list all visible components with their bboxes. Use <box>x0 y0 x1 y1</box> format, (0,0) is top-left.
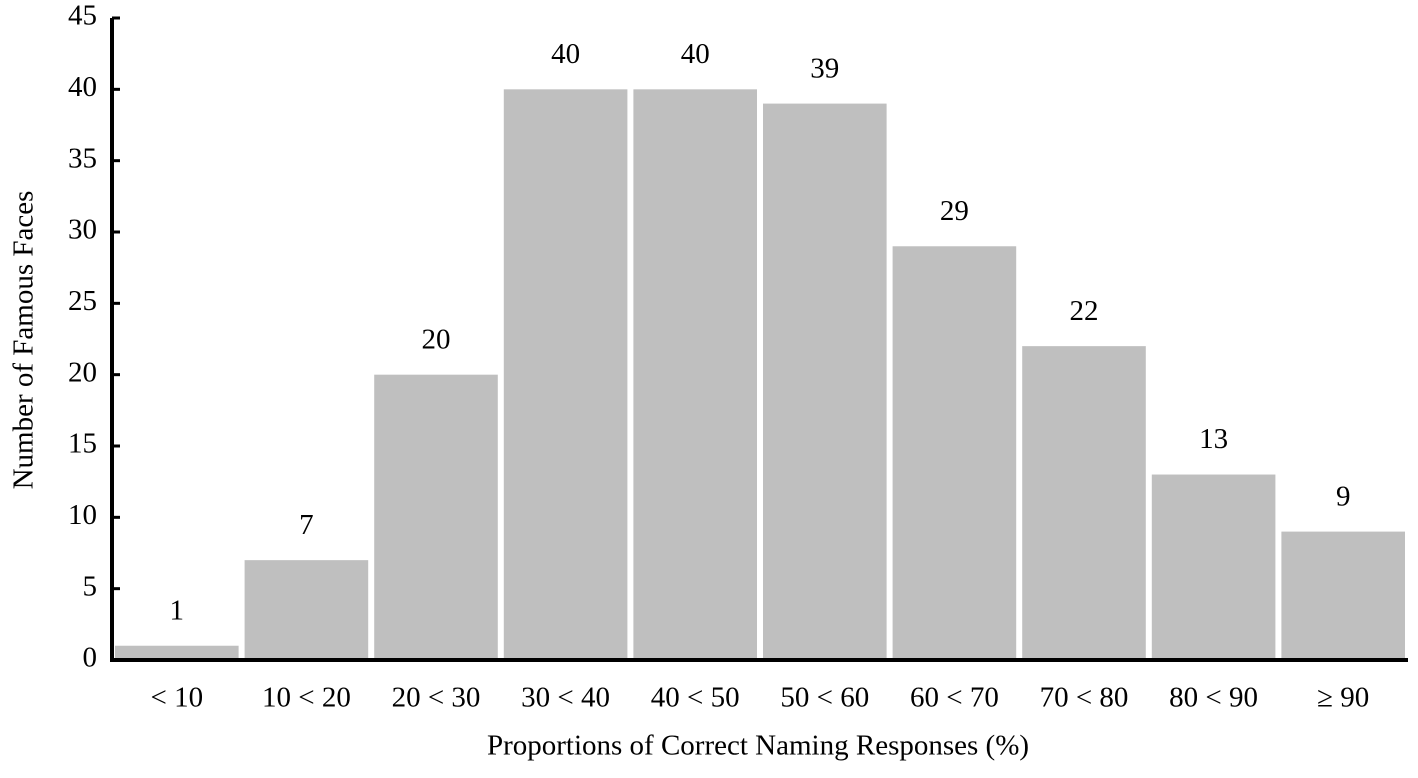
bar <box>374 374 498 660</box>
value-label: 9 <box>1336 480 1351 512</box>
x-tick-label: < 10 <box>150 682 203 714</box>
value-label: 22 <box>1070 295 1099 327</box>
x-tick-label: 70 < 80 <box>1040 682 1129 714</box>
bar <box>633 89 757 661</box>
value-label: 40 <box>551 38 580 70</box>
value-label: 39 <box>810 52 839 84</box>
y-tick-label: 20 <box>68 356 97 388</box>
x-tick-label: 10 < 20 <box>262 682 351 714</box>
x-tick-label: 60 < 70 <box>910 682 999 714</box>
bar <box>1151 474 1276 660</box>
bar <box>503 89 628 661</box>
x-tick-label: 30 < 40 <box>521 682 610 714</box>
y-tick-label: 10 <box>68 499 97 531</box>
value-label: 13 <box>1199 423 1228 455</box>
y-tick-label: 0 <box>83 642 98 674</box>
x-axis-label: Proportions of Correct Naming Responses … <box>487 730 1029 762</box>
value-label: 1 <box>170 594 185 626</box>
x-tick-label: ≥ 90 <box>1317 682 1369 714</box>
bar <box>892 246 1017 660</box>
value-label: 40 <box>681 38 710 70</box>
bar <box>115 645 239 660</box>
y-axis-label: Number of Famous Faces <box>8 191 40 490</box>
x-tick-label: 40 < 50 <box>651 682 740 714</box>
y-tick-label: 5 <box>83 570 98 602</box>
value-label: 29 <box>940 195 969 227</box>
x-tick-label: 50 < 60 <box>780 682 869 714</box>
bar <box>244 560 369 660</box>
value-label: 7 <box>299 509 314 541</box>
x-tick-label: 80 < 90 <box>1169 682 1258 714</box>
y-tick-label: 25 <box>68 285 97 317</box>
value-label: 20 <box>422 323 451 355</box>
y-tick-label: 15 <box>68 428 97 460</box>
bar <box>763 103 887 661</box>
y-tick-label: 35 <box>68 142 97 174</box>
x-tick-label: 20 < 30 <box>392 682 481 714</box>
bar <box>1022 346 1146 660</box>
bar <box>1281 531 1405 660</box>
y-tick-label: 30 <box>68 214 97 246</box>
y-tick-label: 45 <box>68 0 97 32</box>
y-tick-label: 40 <box>68 71 97 103</box>
